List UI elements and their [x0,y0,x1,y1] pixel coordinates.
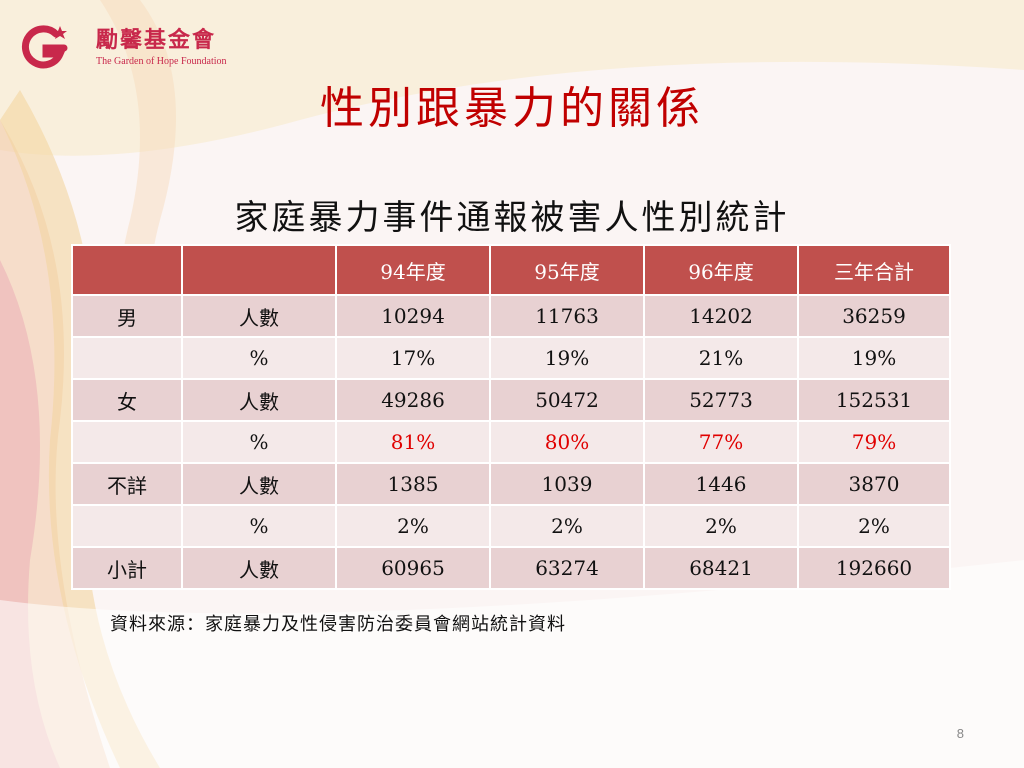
table-cell: 63274 [489,546,645,590]
table-cell: 10294 [335,294,491,338]
table-cell: 2% [643,504,799,548]
table-title: 家庭暴力事件通報被害人性別統計 [234,198,790,238]
table-header-cell [181,244,337,296]
table-cell: 49286 [335,378,491,422]
table-cell: 19% [797,336,951,380]
row-group-label [71,504,183,548]
table-cell: 17% [335,336,491,380]
table-cell: 1039 [489,462,645,506]
row-group-label: 女 [71,378,183,422]
slide-title: 性別跟暴力的關係 [320,83,704,134]
table-cell: 21% [643,336,799,380]
table-cell: 14202 [643,294,799,338]
row-group-label: 不詳 [71,462,183,506]
table-cell: 50472 [489,378,645,422]
table-header-cell: 95年度 [489,244,645,296]
row-group-label [71,420,183,464]
table-cell: 60965 [335,546,491,590]
table-row: % 2% 2% 2% 2% [71,504,951,548]
row-metric-label: % [181,336,337,380]
table-header-cell: 94年度 [335,244,491,296]
statistics-table: 94年度 95年度 96年度 三年合計 男人數 10294 11763 14202 36259… [71,244,951,590]
table-cell: 79% [797,420,951,464]
logo-mark-icon [21,25,68,69]
table-body: 男人數 10294 11763 14202 36259% 17% 19% 21% 19% 女人數 4… [71,294,951,590]
row-group-label: 男 [71,294,183,338]
row-metric-label: 人數 [181,294,337,338]
table-cell: 19% [489,336,645,380]
table-row: 男人數 10294 11763 14202 36259 [71,294,951,338]
table-cell: 3870 [797,462,951,506]
table-header-cell: 96年度 [643,244,799,296]
table-row: 不詳 人數 1385 1039 1446 3870 [71,462,951,506]
table-cell: 2% [797,504,951,548]
row-group-label: 小計 [71,546,183,590]
table-cell: 80% [489,420,645,464]
table-row: 女人數 49286 50472 52773 152531 [71,378,951,422]
table-row: 小計 人數 60965 63274 68421 192660 [71,546,951,590]
table-row: % 81% 80% 77% 79% [71,420,951,464]
logo-name: 勵馨基金會 [96,28,217,53]
table-cell: 152531 [797,378,951,422]
table-cell: 36259 [797,294,951,338]
table-cell: 2% [489,504,645,548]
table-cell: 1446 [643,462,799,506]
table-header-cell: 三年合計 [797,244,951,296]
foundation-logo: 勵馨基金會 The Garden of Hope Foundation [16,22,256,72]
table-cell: 52773 [643,378,799,422]
row-metric-label: % [181,420,337,464]
table-row: % 17% 19% 21% 19% [71,336,951,380]
row-group-label [71,336,183,380]
source-note: 資料來源：家庭暴力及性侵害防治委員會網站統計資料 [110,614,566,635]
table-cell: 11763 [489,294,645,338]
table-cell: 68421 [643,546,799,590]
table-header-row: 94年度 95年度 96年度 三年合計 [71,244,951,296]
row-metric-label: % [181,504,337,548]
table-cell: 81% [335,420,491,464]
row-metric-label: 人數 [181,546,337,590]
row-metric-label: 人數 [181,462,337,506]
table-cell: 1385 [335,462,491,506]
table-header-cell [71,244,183,296]
page-number: 8 [956,726,964,741]
logo-subtitle: The Garden of Hope Foundation [96,56,227,67]
row-metric-label: 人數 [181,378,337,422]
table-cell: 192660 [797,546,951,590]
table-cell: 2% [335,504,491,548]
table-cell: 77% [643,420,799,464]
